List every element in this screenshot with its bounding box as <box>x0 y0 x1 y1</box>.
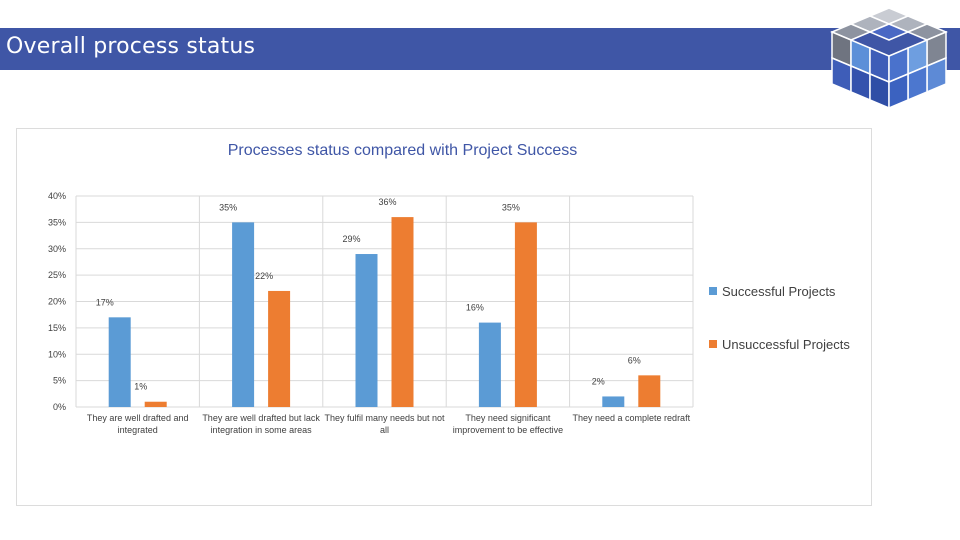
data-label: 6% <box>628 355 641 365</box>
y-tick-label: 0% <box>53 402 66 412</box>
x-tick-label: improvement to be effective <box>453 425 563 435</box>
x-tick-label: integration in some areas <box>211 425 313 435</box>
legend-label: Unsuccessful Projects <box>722 337 850 352</box>
y-tick-label: 10% <box>48 349 66 359</box>
data-label: 2% <box>592 376 605 386</box>
cube-grid-icon <box>830 7 948 110</box>
x-tick-label: integrated <box>118 425 158 435</box>
chart-title: Processes status compared with Project S… <box>228 142 577 159</box>
y-tick-label: 15% <box>48 323 66 333</box>
legend-swatch <box>709 287 717 295</box>
chart-frame: Processes status compared with Project S… <box>16 128 872 506</box>
data-label: 1% <box>134 382 147 392</box>
data-label: 35% <box>502 202 520 212</box>
y-tick-label: 30% <box>48 244 66 254</box>
bar-successful <box>108 317 131 407</box>
bar-chart: Processes status compared with Project S… <box>48 142 694 435</box>
y-tick-label: 40% <box>48 191 66 201</box>
x-tick-label: They are well drafted and <box>87 413 189 423</box>
x-tick-label: They fulfil many needs but not <box>324 413 445 423</box>
data-label: 29% <box>342 234 360 244</box>
x-tick-label: all <box>380 425 389 435</box>
data-label: 35% <box>219 202 237 212</box>
y-tick-label: 5% <box>53 376 66 386</box>
x-tick-label: They are well drafted but lack <box>202 413 320 423</box>
x-tick-label: They need significant <box>465 413 551 423</box>
bar-unsuccessful <box>268 290 291 407</box>
bar-successful <box>355 254 378 407</box>
legend-item-successful: Successful Projects <box>709 284 835 299</box>
bar-unsuccessful <box>514 222 537 407</box>
data-label: 36% <box>378 197 396 207</box>
title-bar <box>0 28 960 70</box>
data-label: 16% <box>466 303 484 313</box>
bar-successful <box>232 222 255 407</box>
bar-unsuccessful <box>144 401 167 407</box>
x-tick-label: They need a complete redraft <box>573 413 691 423</box>
y-tick-label: 20% <box>48 297 66 307</box>
bar-unsuccessful <box>391 217 414 407</box>
y-tick-label: 35% <box>48 217 66 227</box>
legend-swatch <box>709 340 717 348</box>
slide-title: Overall process status <box>6 34 256 59</box>
data-label: 17% <box>96 297 114 307</box>
bar-successful <box>478 322 501 407</box>
bar-successful <box>602 396 625 407</box>
legend-item-unsuccessful: Unsuccessful Projects <box>709 337 850 352</box>
data-label: 22% <box>255 271 273 281</box>
bar-unsuccessful <box>638 375 661 407</box>
y-tick-label: 25% <box>48 270 66 280</box>
legend-label: Successful Projects <box>722 284 836 299</box>
